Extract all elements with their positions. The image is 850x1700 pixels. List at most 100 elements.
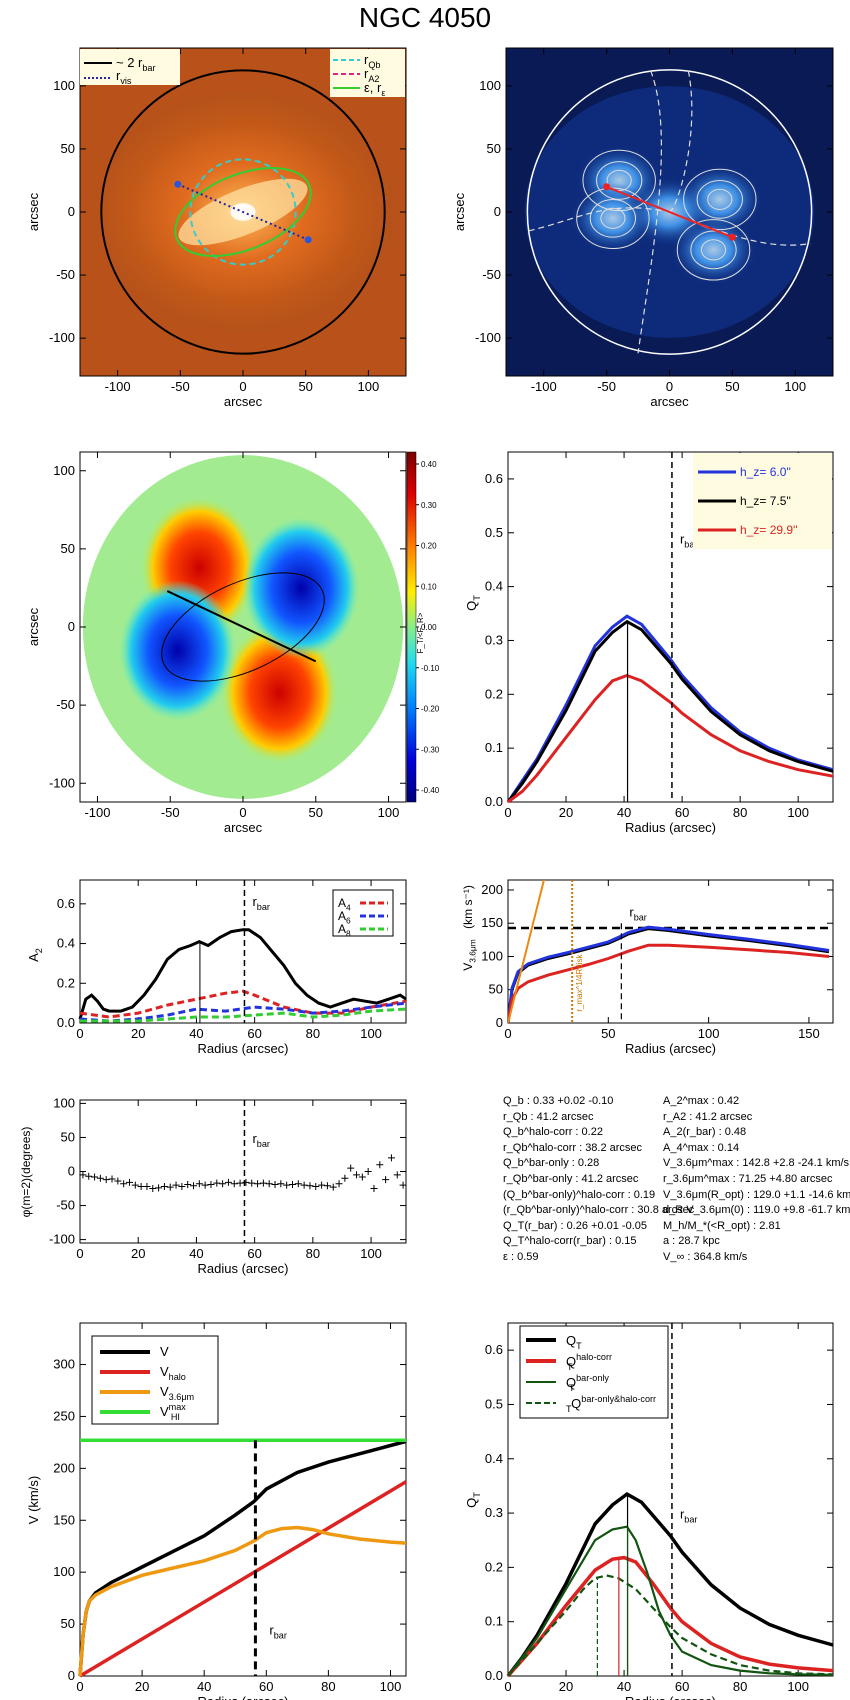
stat-line: Q_T(r_bar) : 0.26 +0.01 -0.05 [503, 1219, 647, 1232]
x-tick-label: 60 [247, 1246, 261, 1261]
colorbar: 0.40 0.30 0.20 0.10 0.00 -0.10 -0.20 -0.30 -0.40… [406, 451, 440, 803]
label-sub: 3.6μm [169, 1392, 194, 1402]
qt-corrections: 0 20 40 60 80 100 0.0 0.1 0.2 0.3 0.4 0.5 0.6 Radius … [464, 1322, 834, 1700]
y-tick-label: 50 [61, 1616, 75, 1631]
stat-line: Q_T^halo-corr(r_bar) : 0.15 [503, 1235, 637, 1248]
x-tick-label: 0 [666, 379, 673, 394]
x-tick-label: -50 [597, 379, 616, 394]
rbar-label: rbar [252, 894, 270, 912]
x-tick-label: 40 [617, 1679, 631, 1694]
legend-label: V3.6μm [160, 1384, 194, 1402]
label-sub: HI [171, 1412, 180, 1422]
x-axis-label: Radius (arcsec) [197, 1261, 288, 1276]
legend-label: h_z= 7.5'' [740, 494, 791, 508]
label-sub: ε [381, 88, 385, 98]
x-tick-label: 20 [131, 1246, 145, 1261]
legend-label: h_z= 29.9'' [740, 523, 798, 537]
label-sub: T [569, 1383, 575, 1393]
data-point [120, 1180, 128, 1188]
data-point [288, 1180, 296, 1188]
rotation-3p6: 0 50 100 150 0 50 100 150 200 Radius (arcsec) V3.6… [461, 879, 834, 1056]
contour [589, 198, 637, 238]
bar-axis-line [166, 590, 317, 663]
colorbar-tick-label: -0.10 [421, 664, 440, 673]
stat-line: V_3.6μm(R_opt) : 129.0 +1.1 -14.6 km/s [663, 1188, 850, 1201]
stat-line: r_3.6μm^max : 71.25 +4.80 arcsec [663, 1172, 833, 1185]
y-tick-label: 0.3 [485, 1505, 503, 1520]
contour [600, 207, 626, 229]
force-lobe [119, 580, 236, 721]
stats-right: A_2^max : 0.42 r_A2 : 41.2 arcsec A_2(r_… [663, 1094, 850, 1266]
y-tick-label: 200 [53, 1460, 75, 1475]
stat-line: M_h/M_*(<R_opt) : 2.81 [663, 1219, 781, 1232]
series-line [508, 925, 830, 1023]
plot-frame [507, 879, 834, 1024]
ring-rqb [189, 158, 297, 266]
legend-label: ε, rε [364, 80, 385, 98]
x-tick-label: 150 [798, 1026, 820, 1041]
data-point [347, 1164, 355, 1172]
x-axis-label: arcsec [224, 394, 263, 409]
series-line [507, 1574, 834, 1677]
y-tick-label: 0.4 [485, 1451, 503, 1466]
stat-line: r_Qb^bar-only : 41.2 arcsec [503, 1172, 639, 1185]
y-axis-label: φ(m=2)(degrees) [19, 1127, 33, 1218]
label-sup: max [169, 1402, 187, 1412]
bar-ellipse [161, 572, 325, 682]
data-point [230, 1180, 238, 1188]
contour [606, 169, 632, 192]
data-point [283, 1181, 291, 1189]
x-tick-label: 0 [504, 1679, 511, 1694]
legend-label: A6 [338, 909, 351, 926]
label-sub: 4 [346, 903, 351, 913]
data-point [335, 1180, 343, 1188]
legend-label: Qhalo-corr T [566, 1352, 612, 1372]
y-tick-label: 0.2 [485, 1559, 503, 1574]
series-line [78, 928, 407, 1020]
stat-line: r_A2 : 41.2 arcsec [663, 1110, 753, 1123]
x-tick-label: 100 [698, 1026, 720, 1041]
x-tick-label: -100 [531, 379, 557, 394]
colorbar-tick-label: 0.00 [421, 623, 437, 632]
data-point [353, 1171, 361, 1179]
rvis-marker [174, 180, 182, 188]
label-main: V [160, 1404, 169, 1419]
data-point [306, 1182, 314, 1190]
label-sub: T [566, 1404, 572, 1414]
label-main: r [680, 532, 685, 547]
rmax-label: r_max^1/4Rdisk [575, 954, 584, 1012]
series-line [506, 614, 834, 803]
phase-profile: 0 20 40 60 80 100 -100 -50 0 50 100 Radius (arcsec)… [19, 1095, 407, 1276]
data-point [143, 1182, 151, 1190]
plot-frame [79, 879, 407, 1024]
x-tick-label: 0 [76, 1026, 83, 1041]
data-point [149, 1185, 157, 1193]
data-point [364, 1168, 372, 1175]
stat-line: V_∞ : 364.8 km/s [663, 1250, 748, 1263]
x-tick-label: -100 [105, 379, 131, 394]
x-tick-label: 80 [321, 1679, 335, 1694]
data-point [242, 1178, 250, 1186]
label-main: Q [566, 1375, 576, 1390]
y-tick-label: 300 [53, 1357, 75, 1372]
ring [526, 69, 813, 355]
data-point [195, 1180, 203, 1188]
series-line [506, 1492, 834, 1678]
y-tick-label: -100 [475, 330, 501, 345]
x-tick-label: -50 [161, 805, 180, 820]
x-tick-label: 40 [189, 1246, 203, 1261]
x-tick-label: 0 [76, 1679, 83, 1694]
x-tick-label: 60 [247, 1026, 261, 1041]
x-tick-label: 100 [787, 1679, 809, 1694]
rvis-marker [304, 236, 312, 244]
x-tick-label: 20 [135, 1679, 149, 1694]
y-tick-label: 0.4 [57, 936, 75, 951]
label-sub: bar [142, 63, 155, 73]
dashed-curve [669, 70, 693, 213]
contour [690, 230, 737, 270]
x-axis-label: arcsec [224, 820, 263, 835]
stat-line: A_2(r_bar) : 0.48 [663, 1126, 747, 1139]
x-tick-label: 40 [617, 805, 631, 820]
series-line [506, 619, 834, 803]
data-point [190, 1182, 198, 1190]
